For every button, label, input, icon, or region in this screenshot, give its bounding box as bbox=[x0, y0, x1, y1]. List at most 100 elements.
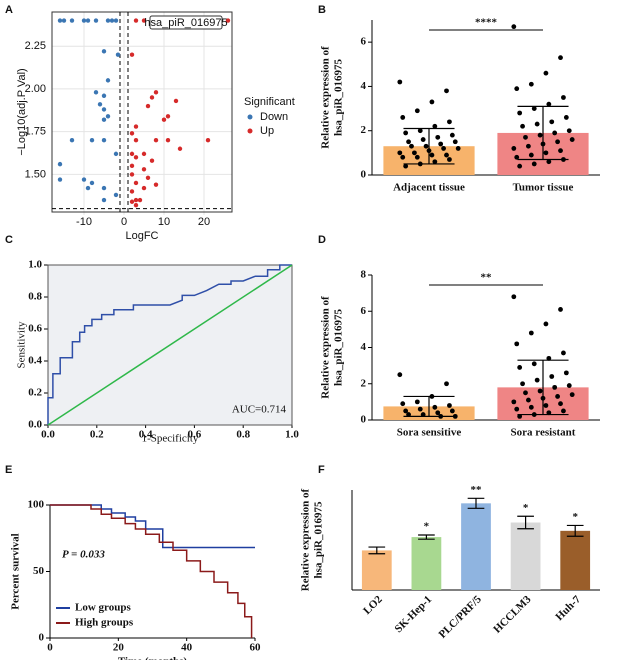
point bbox=[549, 374, 555, 379]
point bbox=[93, 90, 99, 95]
point bbox=[133, 180, 139, 186]
point bbox=[517, 413, 523, 419]
x-tick-label: -10 bbox=[76, 216, 92, 228]
panel-label: C bbox=[5, 234, 13, 246]
point bbox=[563, 115, 569, 120]
point bbox=[534, 377, 540, 383]
y-tick-label: 2 bbox=[361, 377, 367, 389]
point bbox=[455, 146, 461, 151]
point bbox=[129, 151, 135, 157]
legend-title: Significant bbox=[244, 96, 295, 108]
y-tick-label: 0.0 bbox=[28, 419, 42, 431]
point bbox=[85, 185, 91, 191]
x-tick-label: Sora sensitive bbox=[397, 427, 462, 439]
point bbox=[149, 158, 155, 163]
point bbox=[514, 154, 520, 160]
point bbox=[133, 155, 139, 160]
y-tick-label: 0 bbox=[361, 414, 367, 426]
point bbox=[526, 143, 531, 149]
point bbox=[528, 404, 534, 410]
x-tick-label: PLC/PRF/5 bbox=[437, 593, 485, 641]
y-tick-label: 8 bbox=[361, 269, 367, 281]
x-tick-label: 20 bbox=[113, 642, 125, 654]
point bbox=[438, 141, 444, 147]
point bbox=[129, 172, 135, 177]
point bbox=[432, 123, 438, 129]
error-bar bbox=[517, 359, 569, 416]
annotation-box bbox=[149, 15, 223, 30]
panel-label: D bbox=[318, 234, 326, 246]
point bbox=[137, 197, 143, 203]
point bbox=[414, 399, 420, 405]
point bbox=[531, 161, 537, 167]
y-axis-label: Percent survival bbox=[10, 533, 22, 609]
y-tick-label: 0.6 bbox=[28, 323, 42, 335]
point bbox=[543, 70, 549, 76]
panel-label: B bbox=[318, 4, 326, 16]
point bbox=[555, 139, 560, 145]
point bbox=[537, 388, 543, 394]
point bbox=[423, 143, 429, 149]
point bbox=[447, 119, 452, 125]
panel-label: F bbox=[318, 464, 325, 476]
y-tick-label: 4 bbox=[361, 80, 367, 92]
legend-swatch bbox=[247, 128, 253, 134]
point bbox=[177, 146, 183, 151]
point bbox=[205, 138, 211, 143]
point bbox=[400, 401, 406, 407]
error-bar bbox=[517, 105, 569, 161]
point bbox=[511, 24, 517, 30]
point bbox=[558, 55, 563, 61]
y-axis-label: Relative expression of bbox=[320, 296, 332, 399]
point bbox=[558, 148, 563, 154]
series-line bbox=[47, 264, 292, 425]
y-axis-label: hsa_piR_016975 bbox=[333, 58, 345, 136]
point bbox=[97, 102, 103, 107]
point bbox=[165, 114, 171, 119]
point bbox=[57, 18, 63, 23]
point bbox=[406, 412, 411, 417]
point bbox=[101, 185, 107, 191]
x-tick-label: Huh-7 bbox=[553, 593, 583, 623]
point bbox=[141, 185, 147, 191]
point bbox=[511, 294, 517, 300]
bar bbox=[560, 530, 591, 590]
point bbox=[101, 197, 107, 203]
point bbox=[528, 330, 534, 336]
point bbox=[552, 130, 558, 136]
point bbox=[517, 163, 523, 169]
y-tick-label: 50 bbox=[33, 565, 45, 577]
x-tick-label: 0.2 bbox=[90, 429, 104, 441]
x-tick-label: Tumor tissue bbox=[513, 182, 574, 194]
point bbox=[552, 384, 558, 390]
point bbox=[414, 154, 420, 160]
point bbox=[161, 117, 167, 122]
point bbox=[432, 404, 438, 410]
error-bar bbox=[517, 515, 534, 530]
error-bar bbox=[403, 127, 455, 165]
point bbox=[165, 138, 171, 143]
point bbox=[141, 167, 147, 172]
point bbox=[566, 383, 572, 388]
bar bbox=[361, 550, 392, 590]
point bbox=[432, 159, 438, 165]
point bbox=[435, 410, 441, 416]
y-axis-label: hsa_piR_016975 bbox=[333, 308, 345, 386]
point bbox=[528, 152, 534, 158]
significance: ** bbox=[471, 484, 483, 496]
point bbox=[133, 197, 139, 203]
error-bar bbox=[403, 395, 455, 417]
series-line bbox=[50, 504, 255, 549]
point bbox=[400, 115, 406, 120]
y-tick-label: 2.00 bbox=[25, 83, 46, 95]
x-tick-label: 10 bbox=[158, 216, 170, 228]
point bbox=[526, 397, 531, 403]
point bbox=[447, 403, 452, 408]
x-tick-label: 0 bbox=[121, 216, 127, 228]
point bbox=[569, 137, 575, 142]
point bbox=[517, 365, 523, 370]
x-tick-label: Adjacent tissue bbox=[393, 182, 465, 194]
y-axis-label: Sensitivity bbox=[16, 321, 28, 369]
point bbox=[101, 49, 107, 54]
point bbox=[417, 406, 423, 412]
